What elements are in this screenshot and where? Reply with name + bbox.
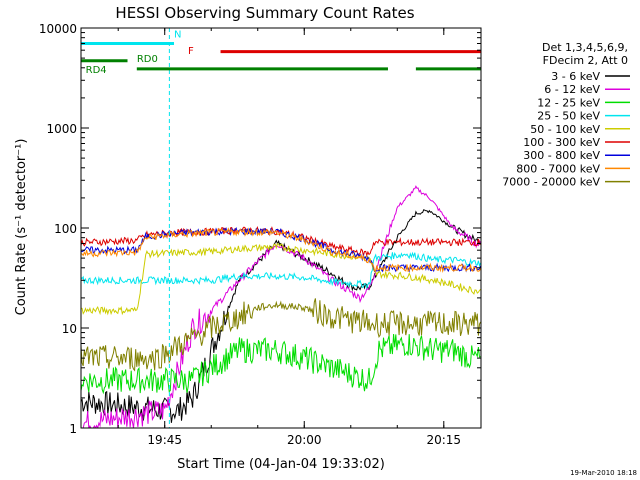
chart-title: HESSI Observing Summary Count Rates — [115, 4, 414, 22]
y-tick-label-100: 100 — [54, 222, 77, 236]
legend-label-25-50-kev: 25 - 50 keV — [537, 110, 600, 123]
series-lines — [81, 185, 481, 428]
y-tick-label-10: 10 — [62, 322, 77, 336]
annotation-rd4: RD4 — [86, 65, 107, 76]
series-line-12-25-kev — [81, 333, 481, 395]
y-axis-label: Count Rate (s⁻¹ detector⁻¹) — [14, 139, 29, 316]
plot-frame — [80, 27, 482, 429]
series-line-6-12-kev — [81, 185, 481, 428]
series-line-3-6-kev — [81, 209, 481, 423]
legend-label-300-800-kev: 300 - 800 keV — [523, 149, 600, 162]
legend-header-line-2: FDecim 2, Att 0 — [543, 54, 628, 67]
legend-label-6-12-kev: 6 - 12 keV — [544, 83, 600, 96]
x-tick-label-20:15: 20:15 — [426, 433, 461, 447]
legend-label-3-6-kev: 3 - 6 keV — [551, 70, 600, 83]
legend-header-line-1: Det 1,3,4,5,6,9, — [542, 41, 628, 54]
series-line-800-7000-kev — [81, 227, 481, 273]
series-line-25-50-kev — [81, 251, 481, 290]
y-tick-label-1: 1 — [69, 422, 77, 436]
legend-label-800-7000-kev: 800 - 7000 keV — [516, 162, 600, 175]
annotation-n: N — [174, 30, 181, 41]
legend-label-12-25-kev: 12 - 25 keV — [537, 96, 600, 109]
series-line-300-800-kev — [81, 226, 481, 273]
y-tick-label-10000: 10000 — [39, 22, 77, 36]
legend-label-50-100-kev: 50 - 100 keV — [530, 123, 600, 136]
x-tick-label-19:45: 19:45 — [147, 433, 182, 447]
y-tick-label-1000: 1000 — [46, 122, 77, 136]
x-axis-label: Start Time (04-Jan-04 19:33:02) — [177, 457, 385, 472]
legend-label-7000-20000-kev: 7000 - 20000 keV — [502, 176, 600, 189]
series-line-50-100-kev — [81, 243, 481, 316]
annotation-f: F — [188, 46, 194, 57]
legend-label-100-300-kev: 100 - 300 keV — [523, 136, 600, 149]
annotation-rd0: RD0 — [137, 54, 158, 65]
footer-timestamp: 19-Mar-2010 18:18 — [570, 469, 637, 477]
series-line-100-300-kev — [81, 225, 481, 257]
series-line-7000-20000-kev — [81, 298, 481, 372]
x-tick-label-20:00: 20:00 — [287, 433, 322, 447]
